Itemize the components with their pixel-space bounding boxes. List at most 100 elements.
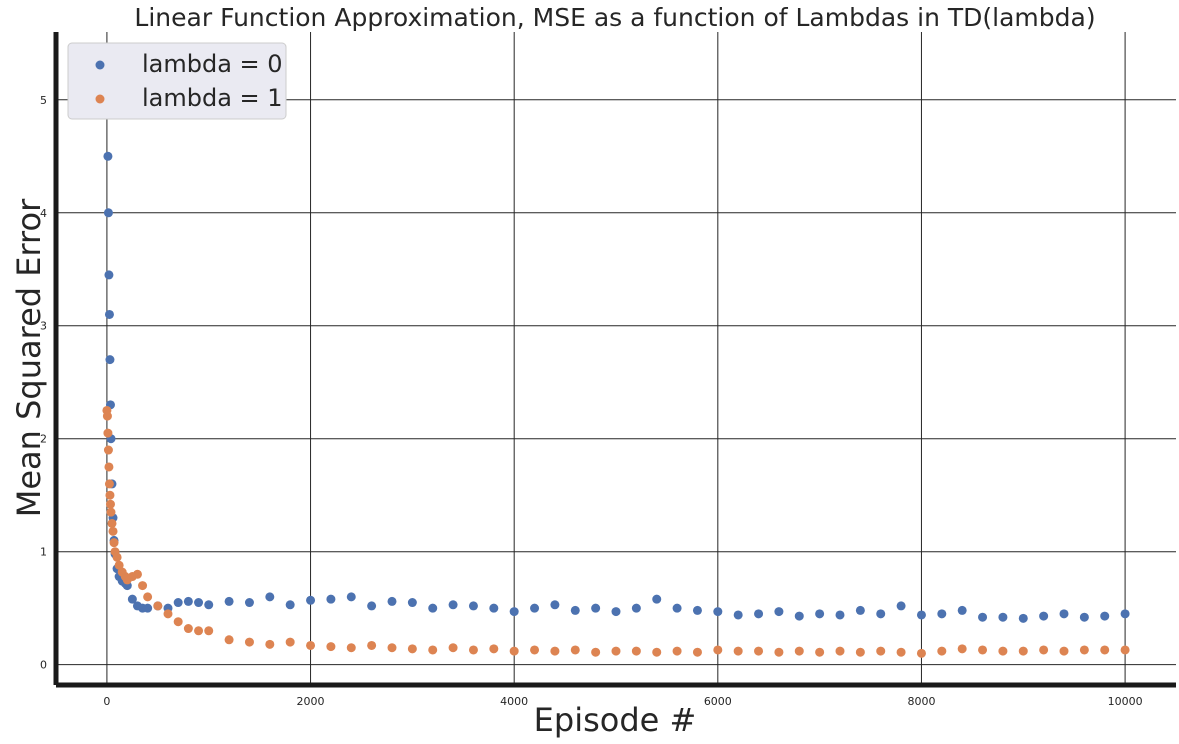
scatter-points <box>102 55 1130 658</box>
x-axis-label: Episode # <box>534 701 697 739</box>
data-point <box>815 647 825 657</box>
data-point <box>112 552 122 562</box>
data-point <box>631 603 641 613</box>
data-point <box>367 601 377 611</box>
data-point <box>835 610 845 620</box>
grid-lines <box>56 32 1176 685</box>
data-point <box>103 151 113 161</box>
data-point <box>652 594 662 604</box>
data-point <box>835 646 845 656</box>
data-point <box>713 607 723 617</box>
data-point <box>306 595 316 605</box>
y-axis-label: Mean Squared Error <box>10 198 48 517</box>
data-point <box>937 646 947 656</box>
data-point <box>1079 645 1089 655</box>
y-tick-label: 1 <box>40 546 47 559</box>
data-point <box>1039 645 1049 655</box>
data-point <box>244 637 254 647</box>
data-point <box>306 640 316 650</box>
data-point <box>265 592 275 602</box>
series-lambda-1 <box>102 405 1130 658</box>
data-point <box>855 647 865 657</box>
data-point <box>489 603 499 613</box>
legend-label-lambda-0: lambda = 0 <box>142 50 283 78</box>
data-point <box>107 518 117 528</box>
data-point <box>114 560 124 570</box>
data-point <box>105 355 115 365</box>
data-point <box>346 592 356 602</box>
data-point <box>509 646 519 656</box>
data-point <box>1120 609 1130 619</box>
data-point <box>978 612 988 622</box>
data-point <box>194 626 204 636</box>
data-point <box>367 640 377 650</box>
data-point <box>1018 613 1028 623</box>
data-point <box>103 445 113 455</box>
data-point <box>794 646 804 656</box>
data-point <box>550 646 560 656</box>
data-point <box>105 499 115 509</box>
data-point <box>104 270 114 280</box>
data-point <box>326 642 336 652</box>
data-point <box>1059 609 1069 619</box>
x-tick-label: 4000 <box>500 695 528 708</box>
x-tick-label: 6000 <box>704 695 732 708</box>
series-lambda-0 <box>102 55 1130 623</box>
data-point <box>754 646 764 656</box>
y-tick-label: 3 <box>40 320 47 333</box>
data-point <box>143 592 153 602</box>
data-point <box>570 605 580 615</box>
data-point <box>957 644 967 654</box>
data-point <box>794 611 804 621</box>
data-point <box>102 411 112 421</box>
legend: lambda = 0 lambda = 1 <box>67 42 287 120</box>
data-point <box>876 609 886 619</box>
data-point <box>163 609 173 619</box>
data-point <box>183 596 193 606</box>
data-point <box>285 600 295 610</box>
data-point <box>591 647 601 657</box>
data-point <box>448 600 458 610</box>
data-point <box>407 598 417 608</box>
y-tick-label: 0 <box>40 659 47 672</box>
data-point <box>346 643 356 653</box>
legend-box <box>67 42 287 120</box>
data-point <box>733 610 743 620</box>
data-point <box>1100 611 1110 621</box>
data-point <box>173 617 183 627</box>
data-point <box>127 594 137 604</box>
data-point <box>692 605 702 615</box>
data-point <box>998 612 1008 622</box>
y-tick-label: 5 <box>40 94 47 107</box>
data-point <box>138 581 148 591</box>
data-point <box>916 610 926 620</box>
data-point <box>387 596 397 606</box>
data-point <box>489 644 499 654</box>
data-point <box>326 594 336 604</box>
data-point <box>1100 645 1110 655</box>
data-point <box>132 569 142 579</box>
data-point <box>611 646 621 656</box>
data-point <box>530 645 540 655</box>
data-point <box>1018 646 1028 656</box>
data-point <box>104 309 114 319</box>
x-tick-label: 0 <box>103 695 110 708</box>
data-point <box>815 609 825 619</box>
data-point <box>774 607 784 617</box>
data-point <box>468 601 478 611</box>
data-point <box>1059 646 1069 656</box>
data-point <box>733 646 743 656</box>
data-point <box>104 462 114 472</box>
data-point <box>105 490 115 500</box>
data-point <box>108 526 118 536</box>
legend-marker-lambda-1 <box>95 94 105 104</box>
data-point <box>428 603 438 613</box>
data-point <box>530 603 540 613</box>
data-point <box>109 538 119 548</box>
data-point <box>183 624 193 634</box>
legend-label-lambda-1: lambda = 1 <box>142 84 283 112</box>
data-point <box>244 598 254 608</box>
data-point <box>672 646 682 656</box>
data-point <box>103 208 113 218</box>
